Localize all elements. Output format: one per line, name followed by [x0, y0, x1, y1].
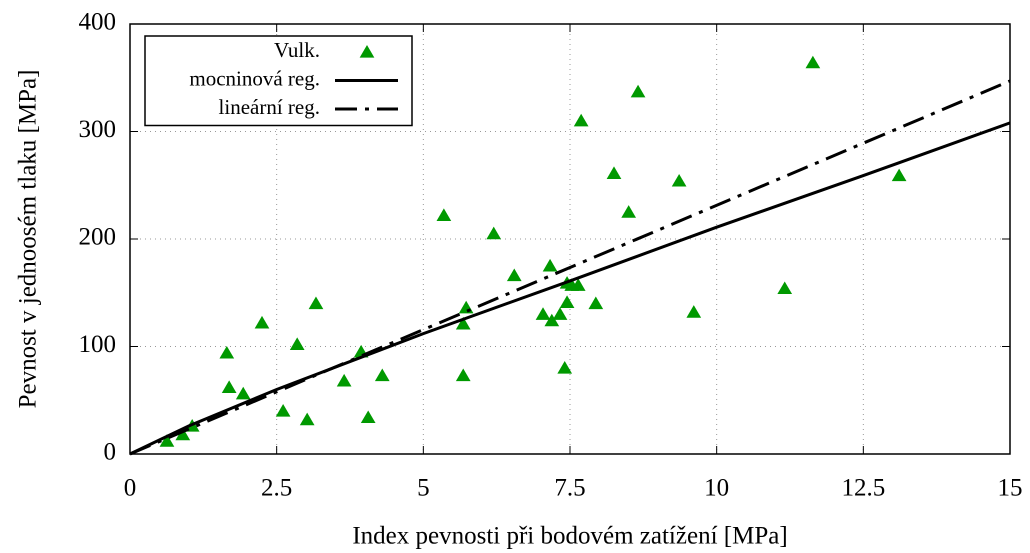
x-tick-label: 0 [124, 475, 137, 502]
data-point [436, 208, 452, 221]
data-point [486, 226, 502, 240]
data-point [159, 434, 175, 447]
data-point [175, 427, 191, 441]
data-point [308, 296, 324, 310]
data-point [455, 368, 471, 382]
legend-marker [359, 45, 375, 58]
data-point [275, 404, 291, 417]
regression-line [129, 121, 1011, 456]
data-point [671, 173, 687, 187]
data-point [542, 258, 558, 272]
x-tick-label: 7.5 [554, 475, 585, 502]
data-point [777, 281, 793, 295]
data-point [570, 278, 586, 291]
data-point [360, 410, 376, 424]
legend-label: lineární reg. [219, 95, 320, 119]
x-tick-label: 15 [998, 475, 1023, 502]
data-point [254, 315, 270, 329]
x-tick-label: 2.5 [261, 475, 292, 502]
data-point [544, 313, 560, 327]
y-tick-label: 400 [79, 9, 117, 36]
data-point [458, 300, 474, 314]
legend-label: mocninová reg. [189, 66, 320, 90]
y-tick-label: 0 [104, 439, 117, 466]
data-point [630, 84, 646, 98]
data-point [588, 296, 604, 310]
data-point [573, 113, 589, 127]
data-point [221, 380, 237, 393]
y-tick-label: 300 [79, 116, 117, 143]
y-tick-label: 200 [79, 224, 117, 251]
data-point [374, 368, 390, 382]
data-point [235, 386, 251, 400]
data-point [606, 166, 622, 180]
data-point [289, 337, 305, 350]
data-point [557, 361, 573, 374]
data-point [559, 295, 575, 309]
data-point [805, 55, 821, 69]
x-tick-label: 12.5 [841, 475, 885, 502]
data-point [299, 412, 315, 426]
data-point [552, 307, 568, 320]
x-tick-label: 5 [417, 475, 430, 502]
data-point [891, 168, 907, 182]
plot-frame [129, 23, 1011, 455]
x-tick-label: 10 [704, 475, 729, 502]
data-point [686, 305, 702, 318]
data-point [535, 307, 551, 320]
data-point [219, 345, 235, 359]
data-point [336, 373, 352, 387]
legend-label: Vulk. [274, 38, 320, 62]
data-point [506, 268, 522, 282]
y-tick-label: 100 [79, 331, 117, 358]
regression-line [129, 79, 1011, 456]
data-point [455, 316, 471, 330]
data-point [621, 205, 637, 218]
x-axis-label: Index pevnosti při bodovém zatížení [MPa… [352, 523, 787, 550]
y-axis-label: Pevnost v jednoosém tlaku [MPa] [15, 70, 42, 409]
legend: Vulk. mocninová reg. lineární reg. [144, 35, 413, 127]
